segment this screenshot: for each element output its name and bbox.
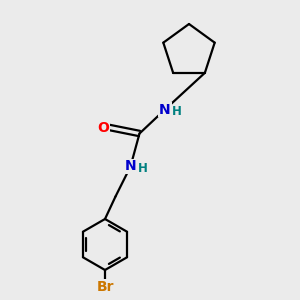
Text: Br: Br	[96, 280, 114, 294]
Text: N: N	[125, 160, 136, 173]
Text: O: O	[97, 121, 109, 134]
Text: H: H	[172, 105, 181, 119]
Text: N: N	[159, 103, 171, 116]
Text: H: H	[138, 162, 147, 176]
